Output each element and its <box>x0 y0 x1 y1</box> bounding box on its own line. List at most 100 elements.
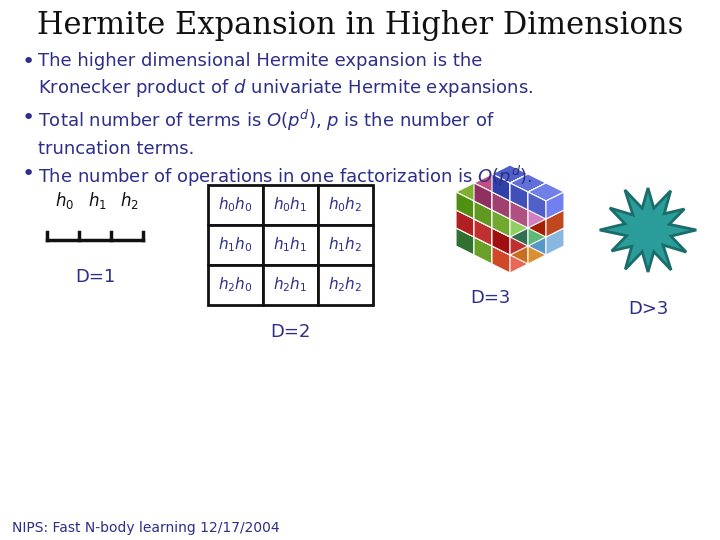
Polygon shape <box>492 192 510 219</box>
Polygon shape <box>492 237 528 255</box>
Bar <box>207 225 263 265</box>
Polygon shape <box>456 219 492 237</box>
Polygon shape <box>492 210 510 237</box>
Text: $h_1h_1$: $h_1h_1$ <box>273 235 307 254</box>
Polygon shape <box>510 237 528 264</box>
Polygon shape <box>474 192 492 219</box>
Polygon shape <box>474 237 492 264</box>
Polygon shape <box>474 219 492 246</box>
Polygon shape <box>492 219 510 246</box>
Polygon shape <box>528 237 546 264</box>
Text: D=2: D=2 <box>270 323 310 341</box>
Polygon shape <box>474 192 510 210</box>
Bar <box>318 265 372 305</box>
Text: •: • <box>22 164 35 184</box>
Polygon shape <box>474 210 492 237</box>
Polygon shape <box>510 219 528 246</box>
Polygon shape <box>510 228 528 255</box>
Polygon shape <box>510 192 528 219</box>
Text: $h_2$: $h_2$ <box>120 190 138 211</box>
Polygon shape <box>492 228 510 255</box>
Polygon shape <box>492 201 528 219</box>
Polygon shape <box>492 174 510 201</box>
Polygon shape <box>492 192 510 219</box>
Polygon shape <box>492 201 528 219</box>
Polygon shape <box>456 183 492 201</box>
Polygon shape <box>474 219 492 246</box>
Text: $h_0h_1$: $h_0h_1$ <box>273 195 307 214</box>
Polygon shape <box>546 228 564 255</box>
Polygon shape <box>510 183 528 210</box>
Text: The higher dimensional Hermite expansion is the
Kronecker product of $d$ univari: The higher dimensional Hermite expansion… <box>38 52 534 99</box>
Text: The number of operations in one factorization is $O(p^d)$.: The number of operations in one factoriz… <box>38 164 532 189</box>
Polygon shape <box>456 228 474 255</box>
Polygon shape <box>492 183 510 210</box>
Text: $h_1h_0$: $h_1h_0$ <box>217 235 252 254</box>
Polygon shape <box>492 219 510 246</box>
Polygon shape <box>510 174 546 192</box>
Text: $h_0$: $h_0$ <box>55 190 75 211</box>
Polygon shape <box>510 192 528 219</box>
Polygon shape <box>528 210 546 237</box>
Text: D>3: D>3 <box>628 300 668 318</box>
Text: •: • <box>22 108 35 128</box>
Polygon shape <box>474 201 492 228</box>
Polygon shape <box>510 192 546 210</box>
Polygon shape <box>528 183 546 210</box>
Polygon shape <box>456 201 492 219</box>
Text: $h_2h_2$: $h_2h_2$ <box>328 275 362 294</box>
Polygon shape <box>510 201 528 228</box>
Text: D=1: D=1 <box>75 268 115 286</box>
Text: NIPS: Fast N-body learning 12/17/2004: NIPS: Fast N-body learning 12/17/2004 <box>12 521 279 535</box>
Polygon shape <box>510 210 546 228</box>
Bar <box>318 225 372 265</box>
Polygon shape <box>492 183 528 201</box>
Polygon shape <box>492 237 510 264</box>
Polygon shape <box>492 201 510 228</box>
Bar <box>263 265 318 305</box>
Polygon shape <box>492 228 510 255</box>
Text: $h_0h_0$: $h_0h_0$ <box>217 195 252 214</box>
Text: D=3: D=3 <box>470 289 510 307</box>
Text: Total number of terms is $O(p^d)$, $p$ is the number of
truncation terms.: Total number of terms is $O(p^d)$, $p$ i… <box>38 108 495 158</box>
Polygon shape <box>456 192 474 219</box>
Polygon shape <box>528 183 564 201</box>
Text: Hermite Expansion in Higher Dimensions: Hermite Expansion in Higher Dimensions <box>37 10 683 41</box>
Polygon shape <box>528 201 546 228</box>
Polygon shape <box>492 219 528 237</box>
Polygon shape <box>546 210 564 237</box>
Polygon shape <box>528 219 564 237</box>
Polygon shape <box>510 210 528 237</box>
Polygon shape <box>546 192 564 219</box>
Polygon shape <box>492 210 510 237</box>
Polygon shape <box>492 183 528 201</box>
Text: $h_1h_2$: $h_1h_2$ <box>328 235 362 254</box>
Polygon shape <box>474 192 510 210</box>
Polygon shape <box>492 246 510 273</box>
Bar <box>263 225 318 265</box>
Bar <box>318 185 372 225</box>
Polygon shape <box>492 219 528 237</box>
Polygon shape <box>456 210 474 237</box>
Text: •: • <box>22 52 35 72</box>
Polygon shape <box>528 219 546 246</box>
Polygon shape <box>510 174 528 201</box>
Polygon shape <box>510 246 528 273</box>
Polygon shape <box>474 228 492 255</box>
Text: $h_2h_1$: $h_2h_1$ <box>273 275 307 294</box>
Bar <box>207 185 263 225</box>
Text: $h_0h_2$: $h_0h_2$ <box>328 195 362 214</box>
Polygon shape <box>492 210 510 237</box>
Polygon shape <box>528 201 546 228</box>
Polygon shape <box>474 183 492 210</box>
Polygon shape <box>474 210 510 228</box>
Polygon shape <box>510 210 546 228</box>
Polygon shape <box>600 188 696 272</box>
Polygon shape <box>510 192 546 210</box>
Text: $h_1$: $h_1$ <box>88 190 107 211</box>
Polygon shape <box>474 228 510 246</box>
Polygon shape <box>492 201 528 219</box>
Bar <box>263 185 318 225</box>
Bar <box>207 265 263 305</box>
Polygon shape <box>510 210 528 237</box>
